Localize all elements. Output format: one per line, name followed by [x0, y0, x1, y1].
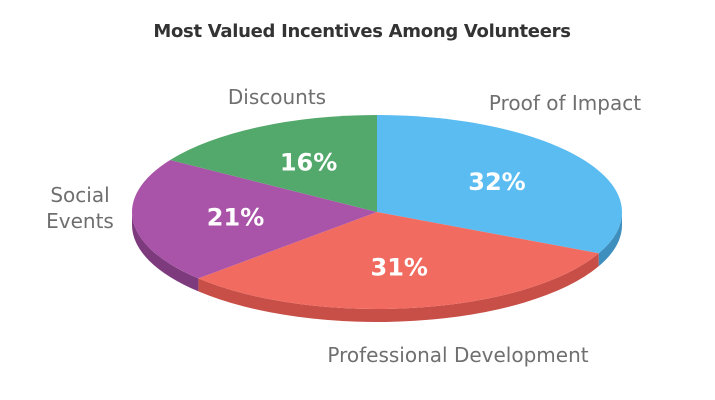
slice-side-proof-of-impact — [598, 212, 622, 267]
slice-label-social-events: Social Events — [46, 183, 114, 233]
slice-value-proof-of-impact: 32% — [468, 168, 525, 196]
slice-professional-development[interactable] — [198, 212, 599, 309]
slice-proof-of-impact[interactable] — [377, 115, 622, 254]
pie-slices — [131, 115, 622, 309]
slice-label-professional-development: Professional Development — [327, 343, 588, 367]
slice-side-social-events — [132, 212, 199, 292]
pie-category-labels: Proof of Impact Professional Development S… — [46, 85, 641, 367]
pie-3d-sides — [132, 212, 622, 322]
slice-label-discounts: Discounts — [228, 85, 326, 109]
slice-discounts[interactable] — [170, 115, 377, 212]
slice-value-professional-development: 31% — [371, 254, 428, 282]
slice-side-professional-development — [198, 253, 599, 322]
pie-value-labels: 32% 31% 21% 16% — [207, 149, 526, 282]
slice-value-discounts: 16% — [280, 149, 337, 177]
slice-social-events[interactable] — [131, 160, 377, 279]
slice-label-proof-of-impact: Proof of Impact — [489, 91, 641, 115]
slice-value-social-events: 21% — [207, 203, 264, 231]
chart-title: Most Valued Incentives Among Volunteers — [153, 21, 570, 42]
